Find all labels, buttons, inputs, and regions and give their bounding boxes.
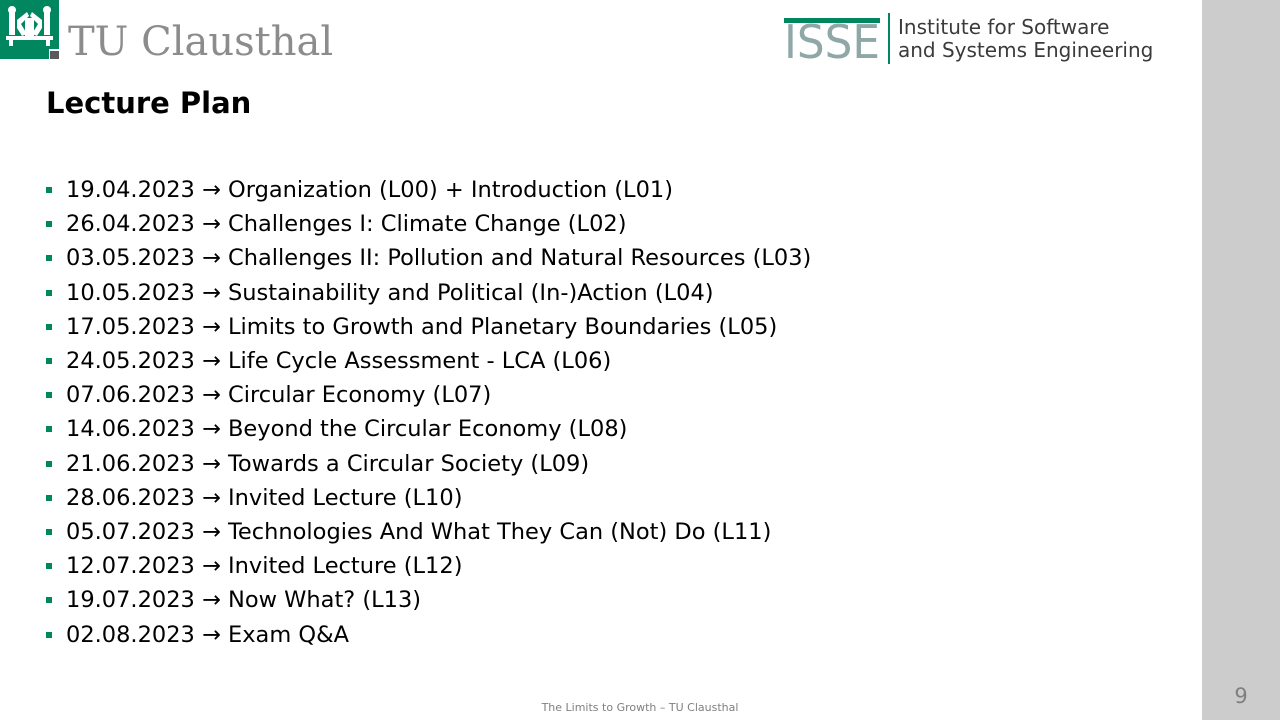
lecture-topic: Invited Lecture (L12) [228,553,463,580]
square-bullet-icon [46,460,52,467]
lecture-date: 05.07.2023 [66,518,195,545]
list-item: 02.08.2023 → Exam Q&A [46,617,811,651]
square-bullet-icon [46,221,52,228]
lecture-date: 03.05.2023 [66,245,195,272]
isse-logo-icon: ISSE [784,16,880,62]
arrow-icon: → [201,245,221,272]
list-item: 26.04.2023 → Challenges I: Climate Chang… [46,207,811,241]
page-number: 9 [1234,684,1248,708]
lecture-date: 19.07.2023 [66,587,195,614]
square-bullet-icon [46,563,52,570]
arrow-icon: → [201,313,221,340]
institute-name-line2: and Systems Engineering [898,38,1154,62]
institute-name-line1: Institute for Software [898,15,1110,39]
square-bullet-icon [46,631,52,638]
university-name: TU Clausthal [68,19,334,65]
arrow-icon: → [201,211,221,238]
arrow-icon: → [201,587,221,614]
arrow-icon: → [201,177,221,204]
square-bullet-icon [46,323,52,330]
slide-footer: The Limits to Growth – TU Clausthal [541,701,739,714]
lecture-date: 21.06.2023 [66,450,195,477]
lecture-date: 19.04.2023 [66,177,195,204]
lecture-date: 07.06.2023 [66,382,195,409]
lecture-date: 26.04.2023 [66,211,195,238]
arrow-icon: → [201,348,221,375]
square-bullet-icon [46,187,52,194]
list-item: 28.06.2023 → Invited Lecture (L10) [46,481,811,515]
lecture-topic: Technologies And What They Can (Not) Do … [228,518,772,545]
logo-square-dot-inner [50,51,59,59]
lecture-date: 24.05.2023 [66,348,195,375]
list-item: 17.05.2023 → Limits to Growth and Planet… [46,310,811,344]
lecture-date: 14.06.2023 [66,416,195,443]
lecture-plan-list: 19.04.2023 → Organization (L00) + Introd… [46,173,811,652]
list-item: 05.07.2023 → Technologies And What They … [46,515,811,549]
arrow-icon: → [201,553,221,580]
lecture-topic: Challenges II: Pollution and Natural Res… [228,245,812,272]
list-item: 14.06.2023 → Beyond the Circular Economy… [46,412,811,446]
arrow-icon: → [201,382,221,409]
institute-name: Institute for Software and Systems Engin… [898,16,1153,62]
square-bullet-icon [46,392,52,399]
lecture-topic: Organization (L00) + Introduction (L01) [228,177,674,204]
list-item: 12.07.2023 → Invited Lecture (L12) [46,549,811,583]
logo-divider [888,13,890,64]
lecture-topic: Exam Q&A [228,621,350,648]
lecture-date: 02.08.2023 [66,621,195,648]
list-item: 19.07.2023 → Now What? (L13) [46,583,811,617]
lecture-topic: Limits to Growth and Planetary Boundarie… [228,313,778,340]
lecture-topic: Challenges I: Climate Change (L02) [228,211,627,238]
lecture-topic: Life Cycle Assessment - LCA (L06) [228,348,612,375]
arrow-icon: → [201,484,221,511]
list-item: 24.05.2023 → Life Cycle Assessment - LCA… [46,344,811,378]
arrow-icon: → [201,621,221,648]
lecture-topic: Invited Lecture (L10) [228,484,463,511]
lecture-date: 17.05.2023 [66,313,195,340]
square-bullet-icon [46,255,52,262]
square-bullet-icon [46,289,52,296]
isse-logo-text: ISSE [784,16,880,62]
arrow-icon: → [201,518,221,545]
lecture-date: 28.06.2023 [66,484,195,511]
slide-sidebar [1202,0,1280,720]
arrow-icon: → [201,450,221,477]
lecture-date: 10.05.2023 [66,279,195,306]
list-item: 19.04.2023 → Organization (L00) + Introd… [46,173,811,207]
list-item: 03.05.2023 → Challenges II: Pollution an… [46,241,811,275]
lecture-topic: Circular Economy (L07) [228,382,492,409]
slide-title: Lecture Plan [46,86,252,120]
square-bullet-icon [46,597,52,604]
square-bullet-icon [46,426,52,433]
lecture-topic: Sustainability and Political (In-)Action… [228,279,714,306]
square-bullet-icon [46,494,52,501]
arrow-icon: → [201,279,221,306]
lecture-date: 12.07.2023 [66,553,195,580]
lecture-topic: Beyond the Circular Economy (L08) [228,416,628,443]
lecture-topic: Now What? (L13) [228,587,422,614]
square-bullet-icon [46,528,52,535]
list-item: 07.06.2023 → Circular Economy (L07) [46,378,811,412]
lecture-topic: Towards a Circular Society (L09) [228,450,590,477]
arrow-icon: → [201,416,221,443]
square-bullet-icon [46,358,52,365]
emblem-lions-icon [6,6,53,46]
list-item: 21.06.2023 → Towards a Circular Society … [46,447,811,481]
list-item: 10.05.2023 → Sustainability and Politica… [46,276,811,310]
